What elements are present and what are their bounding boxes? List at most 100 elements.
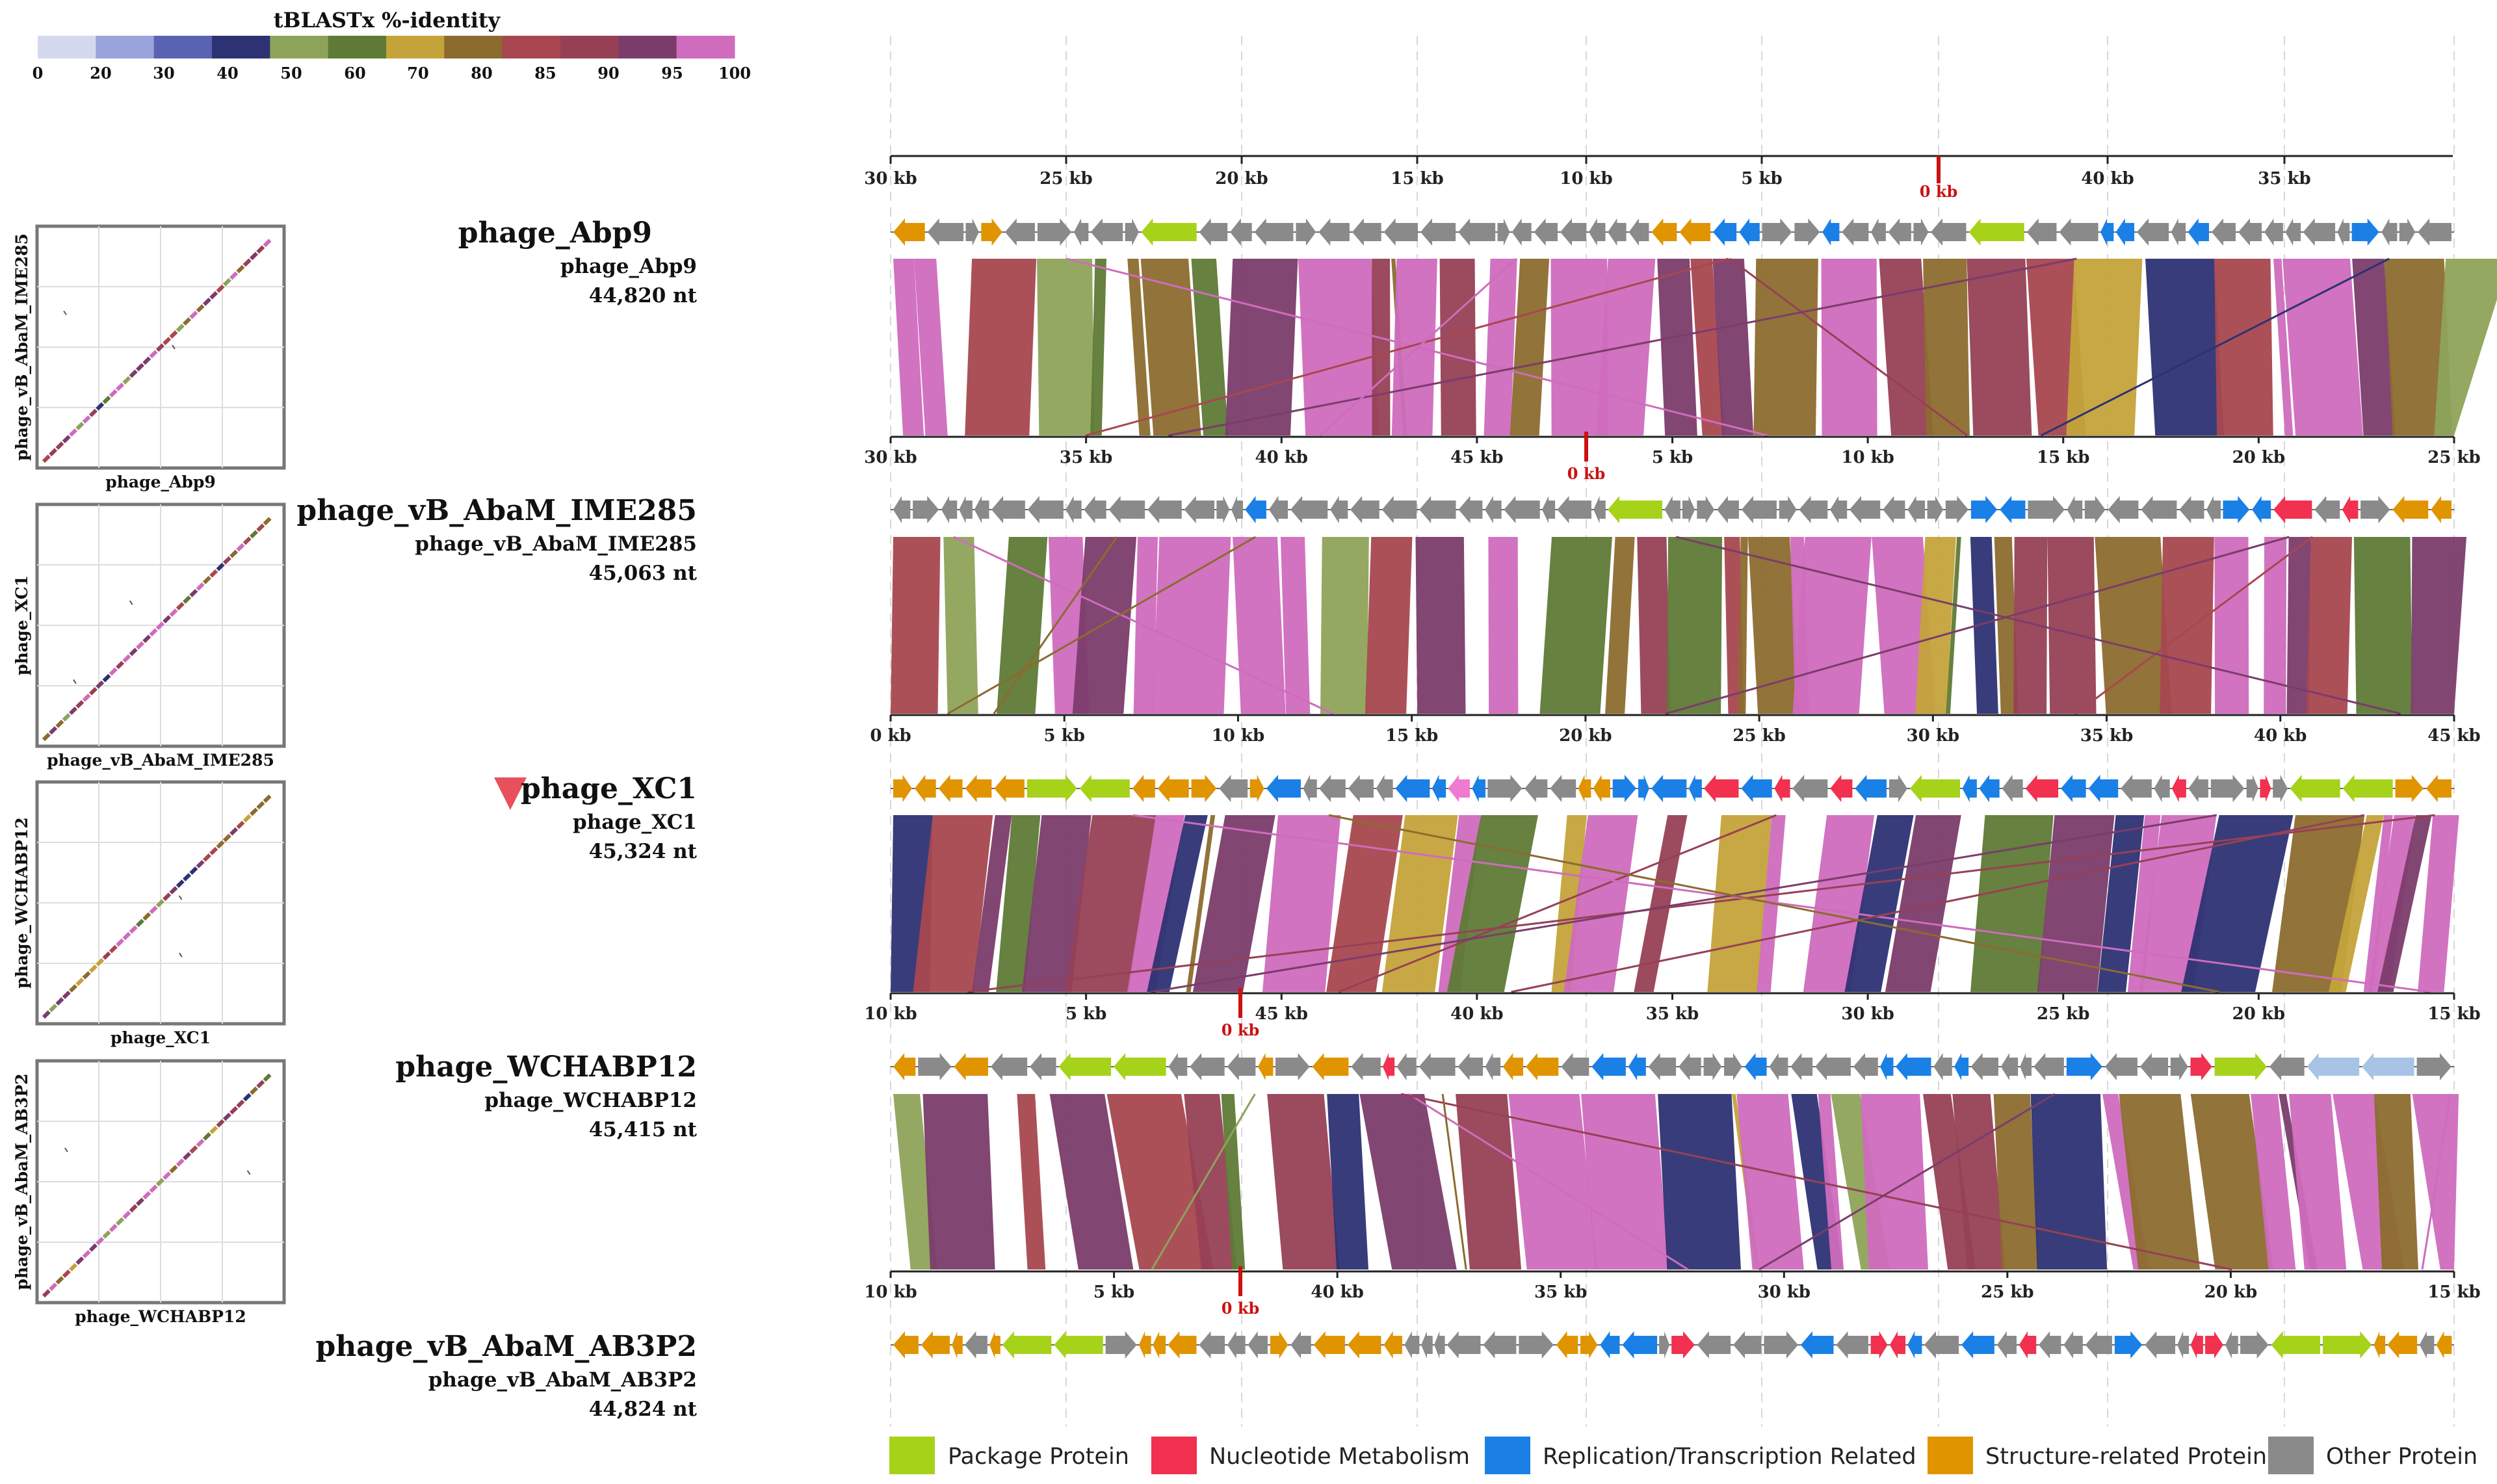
gene-arrow: [1815, 1053, 1851, 1080]
synteny-link: [953, 536, 1334, 715]
dot-plot-segment: [96, 1236, 105, 1245]
gene-arrow: [1628, 218, 1649, 246]
genome-length: 45,415 nt: [589, 1118, 698, 1141]
synteny-band: [2352, 259, 2396, 436]
synteny-band: [1658, 1094, 1741, 1269]
legend-label: Replication/Transcription Related: [1543, 1444, 1916, 1470]
gene-arrow: [1741, 496, 1777, 523]
gene-arrow: [1907, 1331, 1922, 1359]
gene-arrow: [1800, 1331, 1834, 1359]
synteny-band-group: [891, 814, 2459, 993]
gene-arrow: [1697, 1331, 1731, 1359]
synteny-band: [2037, 815, 2115, 992]
synteny-band: [1184, 1094, 1237, 1269]
dot-plot: phage_Abp9 phage_vB_AbaM_IME285: [12, 224, 286, 491]
dot-plot-segment: [96, 402, 105, 411]
gene-arrow: [2061, 775, 2086, 802]
dot-plot-segment: [196, 859, 205, 868]
dot-plot-segment: [236, 1099, 245, 1108]
genome-subtitle: phage_Abp9: [560, 255, 697, 278]
dot-plot-x-label: phage_vB_AbaM_IME285: [47, 751, 274, 770]
gene-arrow: [1312, 1053, 1349, 1080]
synteny-band: [2289, 1094, 2347, 1269]
gene-arrow: [2260, 775, 2271, 802]
gene-arrow: [1853, 1053, 1878, 1080]
dot-plot-segment: [88, 964, 98, 973]
other-protein-swatch-icon: [2268, 1437, 2314, 1474]
gene-arrow: [1216, 496, 1230, 523]
gene-arrow: [989, 1331, 1000, 1359]
gene-arrow: [974, 496, 989, 523]
gene-arrow: [2171, 218, 2186, 246]
dot-plot-x-label: phage_XC1: [111, 1028, 211, 1047]
synteny-band: [891, 537, 941, 714]
gene-arrow: [1404, 1331, 1420, 1359]
gene-arrow: [1065, 496, 1082, 523]
gene-arrow: [965, 218, 979, 246]
dot-plot-segment: [136, 363, 144, 372]
scale-tick: 100: [718, 64, 751, 83]
dot-plot-segment: [169, 1165, 178, 1174]
dot-plot-segment: [155, 621, 164, 631]
dot-plot-segment: [222, 833, 231, 842]
gene-arrow: [1724, 1053, 1742, 1080]
dot-plot-segment: [163, 337, 172, 346]
gene-arrow: [1850, 496, 1881, 523]
synteny-band: [1605, 537, 1635, 714]
gene-arrow: [1888, 218, 1911, 246]
gene-arrow: [2171, 775, 2186, 802]
dot-plot-segment: [55, 1276, 64, 1285]
gene-arrow: [1058, 1053, 1112, 1080]
gene-arrow: [1880, 1053, 1894, 1080]
dot-plot-segment: [75, 1256, 85, 1265]
gene-arrow: [2115, 218, 2135, 246]
gene-arrow: [1524, 775, 1548, 802]
genome-length: 45,063 nt: [589, 562, 698, 585]
dot-plot-segment: [229, 827, 239, 836]
dot-plot-stray: [64, 1147, 68, 1152]
gene-arrow: [1664, 496, 1680, 523]
dot-plot-segment: [96, 680, 105, 689]
gene-arrow: [1855, 775, 1887, 802]
gene-arrow: [1716, 496, 1739, 523]
ruler-tick-label: 20 kb: [1215, 169, 1268, 189]
dot-plot-segment: [242, 1093, 252, 1102]
gene-arrow: [1945, 496, 1968, 523]
replication-swatch-icon: [1485, 1437, 1530, 1474]
gene-arrow: [1227, 1331, 1246, 1359]
gene-arrow: [1485, 496, 1502, 523]
synteny-link: [967, 814, 2435, 993]
synteny-band: [2434, 259, 2497, 436]
gene-arrow: [2028, 496, 2065, 523]
synteny-link: [1319, 257, 1517, 437]
synteny-band: [943, 537, 978, 714]
gene-arrow: [2418, 218, 2451, 246]
gene-arrow: [959, 496, 973, 523]
axis-tick-label: 10 kb: [1212, 726, 1264, 746]
dot-plot-stray: [178, 895, 183, 900]
ruler-tick-label: 40 kb: [2081, 169, 2134, 189]
axis-tick-label: 15 kb: [2427, 1004, 2480, 1024]
gene-arrow: [2100, 218, 2114, 246]
dot-plot-segment: [75, 422, 85, 430]
gene-arrow: [1930, 218, 1967, 246]
synteny-band: [1736, 1094, 1804, 1269]
dot-plot-segment: [256, 523, 265, 532]
dot-plot-segment: [256, 1080, 265, 1089]
genome-label-ime285: phage_vB_AbaM_IME285 phage_vB_AbaM_IME28…: [296, 494, 697, 585]
axis-tick-label: 25 kb: [1732, 726, 1785, 746]
scale-tick: 95: [661, 64, 683, 83]
gene-arrow: [1231, 496, 1243, 523]
gene-arrow: [1534, 218, 1558, 246]
dot-plot-segment: [62, 713, 71, 722]
dot-plot: phage_vB_AbaM_IME285 phage_XC1: [12, 502, 286, 770]
gene-arrow: [1245, 496, 1266, 523]
gene-arrow: [1794, 218, 1820, 246]
gene-arrow: [1054, 1331, 1103, 1359]
gene-arrow: [2141, 496, 2177, 523]
gene-arrow: [2399, 218, 2416, 246]
gene-arrow: [1079, 775, 1130, 802]
gene-arrow: [1026, 775, 1077, 802]
dot-plot-y-label: phage_WCHABP12: [12, 817, 31, 988]
dot-plot-segment: [129, 647, 138, 657]
